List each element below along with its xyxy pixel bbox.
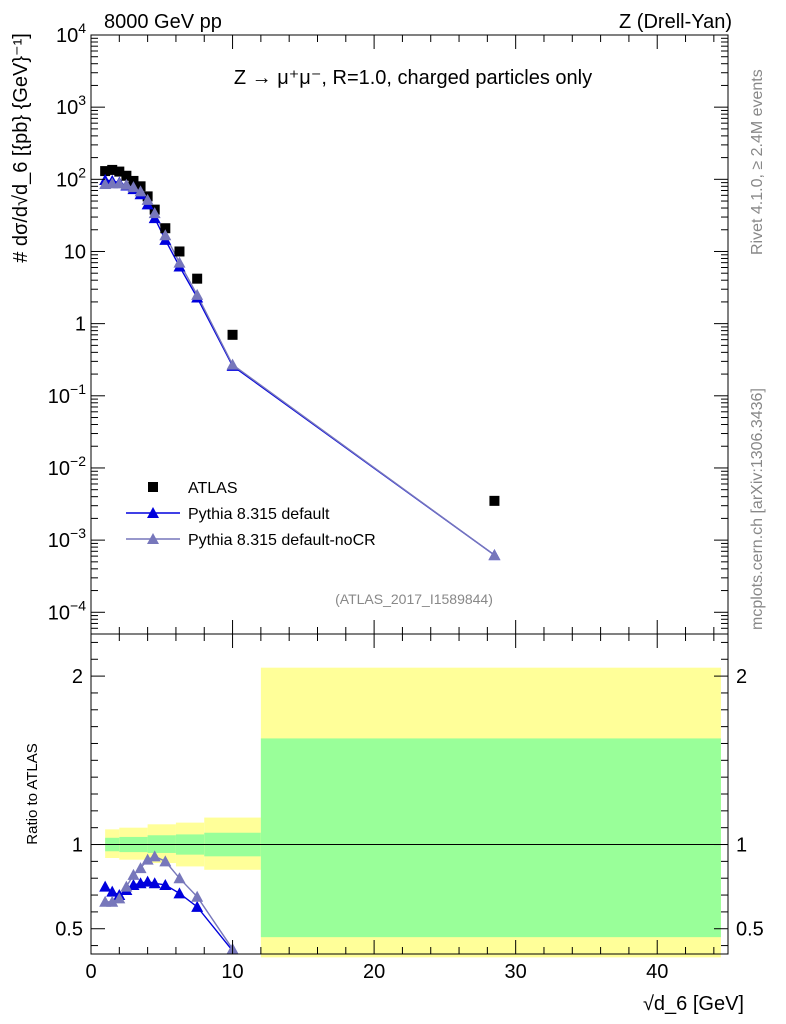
ratio-point-pythia-8-315-default-nocr [141,853,154,865]
ratio-point-pythia-8-315-default [191,900,204,912]
main-series-markers [99,164,501,561]
legend-marker-atlas [148,482,158,492]
ratio-point-pythia-8-315-default [141,875,154,887]
ratio-point-pythia-8-315-default-nocr [134,862,147,874]
main-point-atlas [174,246,185,257]
main-point-atlas [489,495,500,506]
ratio-series-markers [99,850,239,954]
ratio-point-pythia-8-315-default-nocr [159,855,172,867]
main-point-pythia-8-315-default-nocr [173,256,186,268]
ratio-point-pythia-8-315-default [148,877,161,889]
ratio-y-axis-label: Ratio to ATLAS [24,743,41,844]
main-y-axis-label: # dσ/d√d_6 [{pb} {GeV}⁻¹] [10,33,32,263]
ratio-point-pythia-8-315-default-nocr [127,868,140,880]
main-y-tick-label: 104 [56,20,86,47]
ratio-y-tick-label: 1 [72,835,83,857]
x-tick-label: 40 [646,961,668,983]
main-point-pythia-8-315-default-nocr [134,185,147,197]
x-tick-label: 10 [221,961,243,983]
main-y-tick-label: 103 [56,92,86,119]
ratio-point-pythia-8-315-default-nocr [120,880,133,892]
ratio-series-lines [104,855,234,952]
main-y-tick-label: 10−3 [48,525,86,552]
ratio-y-tick-label: 0.5 [55,919,83,941]
ratio-axis-ticks: 0.5 0.51 12 20 10 20 30 40 [55,634,764,983]
ratio-y-tick-label-right: 0.5 [736,919,764,941]
main-y-tick-label: 10−4 [48,597,86,624]
ratio-point-pythia-8-315-default [106,885,119,897]
main-point-pythia-8-315-default-nocr [141,193,154,205]
ratio-point-pythia-8-315-default [173,887,186,899]
main-point-pythia-8-315-default-nocr [127,181,140,193]
legend: ATLAS Pythia 8.315 default Pythia 8.315 de… [126,480,376,549]
main-point-atlas [121,170,132,181]
ratio-panel: 0.5 0.51 12 20 10 20 30 40 Ratio to ATLAS √d_6 … [24,633,764,1015]
main-point-pythia-8-315-default-nocr [113,177,126,189]
main-point-pythia-8-315-default-nocr [226,358,239,370]
main-frame [90,34,729,635]
main-y-tick-label: 10−1 [48,381,86,408]
main-y-tick-label: 1 [75,314,86,336]
ratio-y-tick-label: 2 [72,666,83,688]
main-point-atlas [114,166,125,177]
ratio-point-pythia-8-315-default-nocr [191,890,204,902]
main-point-atlas [160,223,171,234]
main-y-tick-label: 102 [56,164,86,191]
legend-label-pythia-8-315-default-nocr: Pythia 8.315 default-noCR [188,532,376,549]
legend-marker-pythia-8-315-default [147,507,159,518]
ratio-point-pythia-8-315-default [159,878,172,890]
ratio-uncertainty-bands [105,667,721,958]
ratio-point-pythia-8-315-default-nocr [148,850,161,862]
x-tick-label: 0 [85,961,96,983]
analysis-id: (ATLAS_2017_I1589844) [335,591,493,607]
ratio-point-pythia-8-315-default-nocr [173,872,186,884]
main-point-atlas [107,164,118,175]
main-point-pythia-8-315-default-nocr [159,229,172,241]
process-label: Z (Drell-Yan) [619,11,732,33]
main-point-pythia-8-315-default-nocr [488,549,501,561]
x-tick-label: 30 [505,961,527,983]
ratio-y-tick-label-right: 2 [736,666,747,688]
x-axis-label: √d_6 [GeV] [643,993,744,1015]
main-point-pythia-8-315-default-nocr [191,288,204,300]
main-point-pythia-8-315-default-nocr [120,178,133,190]
rivet-label: Rivet 4.1.0, ≥ 2.4M events [749,69,766,255]
legend-marker-pythia-8-315-default-nocr [147,533,159,544]
ratio-point-pythia-8-315-default-nocr [113,892,126,904]
main-y-tick-label: 10−2 [48,453,86,480]
ratio-stat-band [260,738,721,938]
main-point-atlas [192,273,203,284]
main-point-atlas [227,329,238,340]
energy-label: 8000 GeV pp [104,11,222,33]
ratio-point-pythia-8-315-default [99,880,112,892]
main-point-atlas [100,166,111,177]
ratio-point-pythia-8-315-default-nocr [106,895,119,907]
main-point-atlas [128,175,139,186]
mcplots-label: mcplots.cern.ch [arXiv:1306.3436] [749,388,766,630]
main-y-tick-label: 10 [64,241,86,263]
legend-label-pythia-8-315-default: Pythia 8.315 default [188,506,330,523]
main-title: Z → μ⁺μ⁻, R=1.0, charged particles only [234,67,592,89]
main-point-pythia-8-315-default-nocr [148,207,161,219]
x-tick-label: 20 [363,961,385,983]
ratio-y-tick-label-right: 1 [736,835,747,857]
legend-label-atlas: ATLAS [188,480,238,497]
